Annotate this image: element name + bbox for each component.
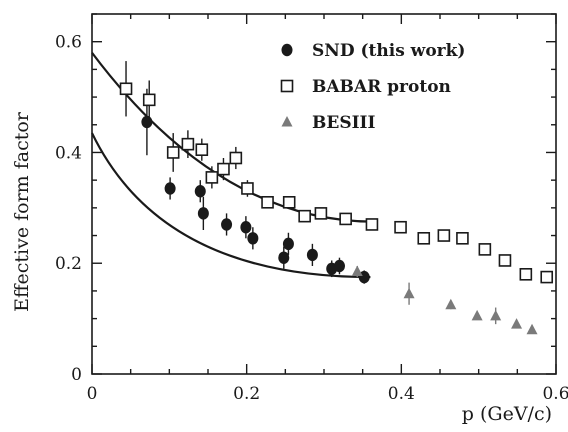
data-point	[306, 248, 318, 262]
legend-label-snd: SND (this work)	[312, 41, 465, 61]
legend-item-babar: BABAR proton	[280, 77, 451, 97]
y-tick-label: 0	[71, 365, 82, 385]
data-point	[490, 309, 502, 321]
data-point	[229, 151, 243, 165]
data-point	[142, 93, 156, 107]
legend-marker	[281, 116, 293, 127]
y-tick-label: 0.6	[55, 33, 82, 53]
data-point	[333, 259, 345, 273]
data-point	[181, 137, 195, 151]
data-point	[445, 298, 457, 310]
data-point	[437, 229, 451, 242]
data-point	[278, 251, 290, 264]
data-point	[540, 270, 554, 284]
series-0	[141, 88, 370, 284]
data-point	[164, 182, 176, 195]
data-markers	[119, 61, 554, 335]
series-1	[119, 61, 554, 284]
data-point	[217, 162, 230, 176]
legend-marker	[280, 79, 294, 93]
data-point	[195, 143, 209, 156]
legend-marker	[281, 43, 293, 57]
data-point	[240, 221, 252, 234]
data-point	[119, 82, 133, 96]
legend: SND (this work) BABAR proton BESIII	[280, 41, 465, 133]
data-point	[261, 196, 274, 209]
legend-label-babar: BABAR proton	[312, 77, 451, 97]
data-point	[365, 218, 379, 231]
data-point	[394, 220, 407, 234]
data-point	[511, 318, 523, 329]
data-point	[194, 185, 206, 198]
x-axis-label: p (GeV/c)	[462, 403, 552, 425]
data-point	[282, 237, 294, 251]
data-point	[417, 232, 431, 245]
y-tick-label: 0.4	[55, 143, 82, 163]
x-tick-label: 0.6	[542, 384, 568, 404]
data-point	[498, 254, 512, 267]
series-2	[351, 265, 538, 335]
data-point	[339, 212, 352, 226]
data-point	[471, 309, 483, 321]
axis-ticks: 0 0.2 0.4 0.6 0 0.2 0.4 0.6	[55, 13, 568, 404]
data-point	[247, 232, 259, 245]
data-point	[519, 268, 533, 281]
data-point	[141, 115, 153, 129]
data-point	[314, 207, 328, 220]
data-point	[166, 146, 180, 159]
x-tick-label: 0.4	[388, 384, 415, 404]
data-point	[298, 209, 311, 223]
x-tick-label: 0	[87, 384, 98, 404]
data-point	[478, 243, 492, 256]
data-point	[282, 196, 296, 209]
fit-curve-1	[91, 132, 371, 279]
legend-item-besiii: BESIII	[281, 113, 376, 133]
data-point	[403, 287, 415, 299]
x-tick-label: 0.2	[233, 384, 260, 404]
y-tick-label: 0.2	[55, 254, 82, 274]
y-axis-label: Effective form factor	[11, 111, 33, 312]
data-point	[456, 232, 469, 245]
data-point	[241, 182, 254, 195]
data-point	[221, 218, 233, 231]
data-point	[197, 207, 209, 220]
plot-frame-layer	[91, 13, 557, 375]
data-point	[351, 265, 363, 277]
data-point	[526, 323, 538, 335]
data-point	[205, 171, 219, 184]
legend-label-besiii: BESIII	[312, 113, 376, 133]
plot-frame	[91, 13, 557, 375]
legend-item-snd: SND (this work)	[281, 41, 465, 61]
